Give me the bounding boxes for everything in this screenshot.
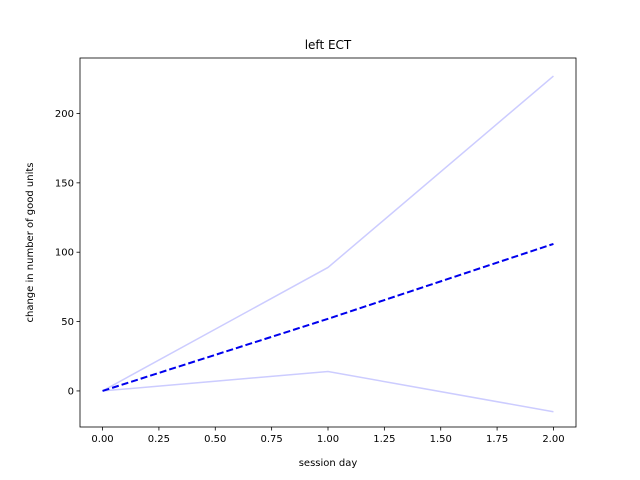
x-tick-label: 1.75 [486, 434, 508, 445]
y-axis-label: change in number of good units [25, 163, 36, 323]
x-tick-label: 0.25 [148, 434, 170, 445]
series-line-2 [102, 370, 554, 413]
y-tick-label: 100 [55, 248, 74, 259]
x-tick-label: 0.00 [91, 434, 113, 445]
x-tick-label: 1.00 [317, 434, 339, 445]
x-tick-label: 2.00 [542, 434, 564, 445]
y-tick-label: 50 [61, 317, 74, 328]
series-layer [102, 75, 554, 413]
x-tick-label: 0.50 [204, 434, 226, 445]
x-tick-label: 0.75 [261, 434, 283, 445]
series-line-1 [102, 75, 554, 392]
y-tick-label: 200 [55, 109, 74, 120]
chart-title: left ECT [305, 38, 352, 52]
series-line-3 [102, 242, 554, 392]
x-tick-label: 1.50 [430, 434, 452, 445]
x-axis-label: session day [299, 458, 358, 469]
x-tick-label: 1.25 [373, 434, 395, 445]
y-axis-ticks: 0 50 100 150 200 [55, 109, 80, 397]
x-axis-ticks: 0.00 0.25 0.50 0.75 1.00 1.25 1.50 1.75 2.00 [91, 427, 565, 445]
y-tick-label: 0 [68, 386, 74, 397]
y-tick-label: 150 [55, 178, 74, 189]
